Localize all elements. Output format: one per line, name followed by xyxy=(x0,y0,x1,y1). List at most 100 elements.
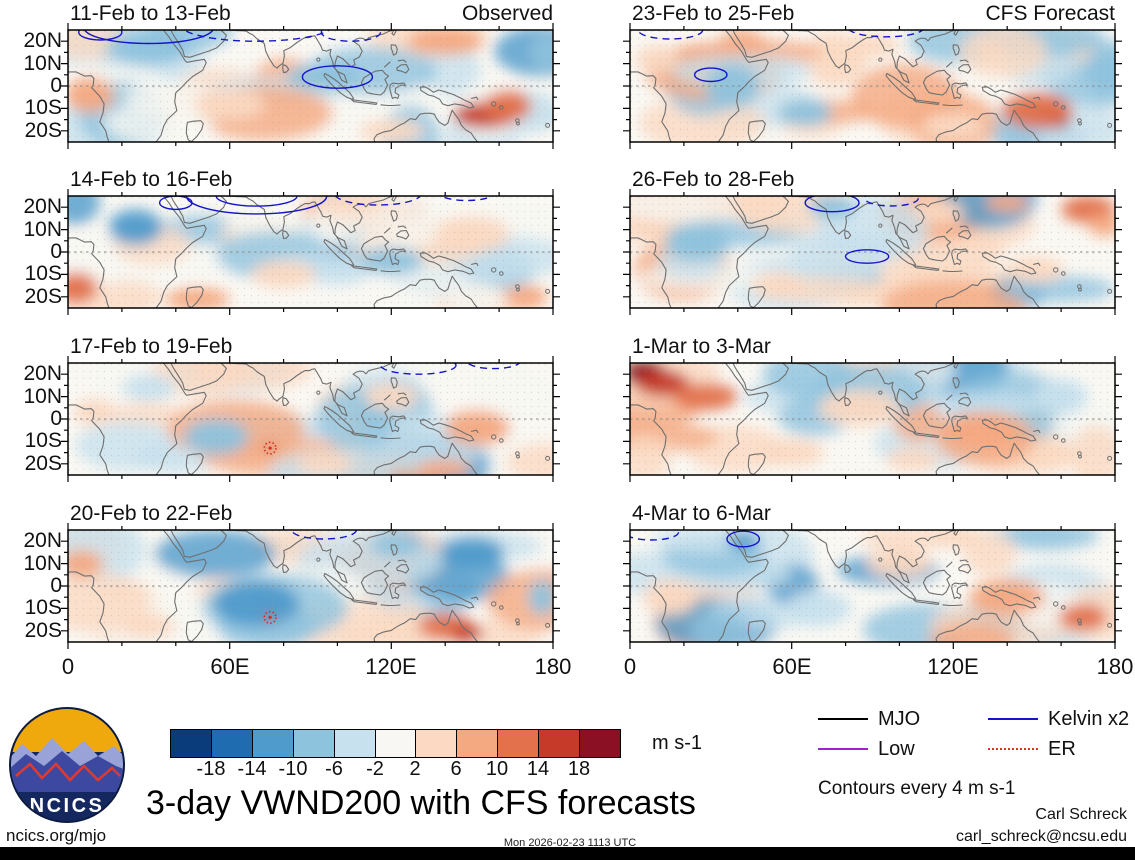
colorbar-tick-label: 10 xyxy=(485,758,509,780)
coastlines xyxy=(630,196,1041,308)
lat-tick-label: 0 xyxy=(50,574,62,597)
map-canvas xyxy=(623,356,1122,482)
legend-label: MJO xyxy=(878,708,921,730)
legend-label: ER xyxy=(1048,738,1076,760)
colorbar-tick-label: 18 xyxy=(567,758,591,780)
bottom-bar xyxy=(0,847,1135,860)
panel-frame xyxy=(67,362,554,476)
legend-label: Kelvin x2 xyxy=(1048,708,1130,730)
lon-tick-label: 180 xyxy=(534,654,572,679)
map-canvas xyxy=(61,356,560,482)
panel-title: 17-Feb to 19-Feb xyxy=(70,335,233,358)
lat-tick-label: 20S xyxy=(24,619,62,642)
axis-ticks xyxy=(61,189,560,315)
lat-tick-label: 0 xyxy=(50,74,62,97)
map-canvas xyxy=(61,23,560,149)
contours-note: Contours every 4 m s-1 xyxy=(818,778,1016,799)
panel-frame xyxy=(629,195,1116,309)
logo-red-zigzag xyxy=(15,762,121,782)
colorbar-cell xyxy=(334,730,376,757)
lat-tick-label: 20S xyxy=(24,119,62,142)
logo-sky xyxy=(11,709,123,752)
map-panel: 14-Feb to 16-Feb 20N 10N 0 10S 20S xyxy=(23,168,560,315)
colorbar-cell xyxy=(252,730,294,757)
colorbar-cell xyxy=(498,730,540,757)
colorbar-cell xyxy=(171,730,212,757)
panel-title: 20-Feb to 22-Feb xyxy=(70,502,233,525)
panel-title: 1-Mar to 3-Mar xyxy=(632,335,771,358)
colorbar-cell xyxy=(580,730,620,757)
timestamp: Mon 2026-02-23 1113 UTC xyxy=(503,837,637,849)
lat-tick-label: 20S xyxy=(24,452,62,475)
panel-title: 14-Feb to 16-Feb xyxy=(70,168,233,191)
axis-ticks xyxy=(623,23,1122,149)
legend-line-sample xyxy=(988,748,1038,750)
axis-ticks xyxy=(61,356,560,482)
map-canvas xyxy=(623,189,1122,315)
colorbar xyxy=(170,729,621,758)
map-panel: 26-Feb to 28-Feb xyxy=(623,168,1122,315)
colorbar-tick-label: -10 xyxy=(278,758,308,780)
legend-line-sample xyxy=(818,718,868,720)
lat-tick-label: 20S xyxy=(24,285,62,308)
wave-contours xyxy=(630,530,761,548)
axis-ticks xyxy=(623,189,1122,315)
map-panel: 1-Mar to 3-Mar xyxy=(623,335,1122,482)
map-canvas xyxy=(61,189,560,315)
colorbar-tick-label: -2 xyxy=(366,758,384,780)
panel-title: 26-Feb to 28-Feb xyxy=(632,168,795,191)
lon-tick-label: 180 xyxy=(1096,654,1134,679)
map-panel: 23-Feb to 25-Feb CFS Forecast xyxy=(623,2,1122,149)
map-panel: 11-Feb to 13-Feb Observed 20N 10N 0 10S 20S xyxy=(23,2,560,149)
map-canvas xyxy=(623,23,1122,149)
map-panel: 4-Mar to 6-Mar 0 60E 120E 180 xyxy=(623,502,1133,679)
colorbar-cell xyxy=(211,730,253,757)
panel-frame xyxy=(629,29,1116,143)
lat-tick-label: 0 xyxy=(50,407,62,430)
main-title: 3-day VWND200 with CFS forecasts xyxy=(146,784,696,822)
panel-frame xyxy=(629,529,1116,643)
legend-line-sample xyxy=(818,748,868,750)
wave-contours xyxy=(78,30,382,89)
colorbar-tick-label: -14 xyxy=(237,758,267,780)
panel-title: 23-Feb to 25-Feb xyxy=(632,2,795,25)
legend-label: Low xyxy=(878,738,915,760)
lat-tick-label: 20N xyxy=(23,29,62,52)
lat-tick-label: 10N xyxy=(23,218,62,241)
coastlines xyxy=(630,30,1041,142)
lon-tick-label: 120E xyxy=(927,654,979,679)
panel-frame xyxy=(67,29,554,143)
map-canvas xyxy=(61,523,560,649)
axis-ticks xyxy=(61,23,560,149)
colorbar-tick-label: 14 xyxy=(526,758,550,780)
map-canvas xyxy=(623,523,1122,649)
panel-frame xyxy=(67,529,554,643)
coastlines xyxy=(68,30,479,142)
coastlines xyxy=(630,530,1041,642)
lat-tick-label: 10N xyxy=(23,385,62,408)
lat-tick-label: 10N xyxy=(23,52,62,75)
logo-text: NCICS xyxy=(30,795,105,817)
panel-frame xyxy=(67,195,554,309)
colorbar-cell xyxy=(457,730,499,757)
colorbar-cell xyxy=(375,730,417,757)
lat-tick-label: 10N xyxy=(23,552,62,575)
lat-tick-label: 20N xyxy=(23,529,62,552)
site-url: ncics.org/mjo xyxy=(6,826,107,845)
colorbar-cell xyxy=(293,730,335,757)
observed-label: Observed xyxy=(461,2,553,25)
lon-tick-label: 60E xyxy=(210,654,250,679)
wave-contours xyxy=(263,530,357,624)
panel-title: 11-Feb to 13-Feb xyxy=(70,2,231,25)
wave-contours xyxy=(158,196,494,215)
lat-tick-label: 20N xyxy=(23,362,62,385)
axis-ticks xyxy=(623,523,1122,649)
colorbar-tick-label: 6 xyxy=(450,758,462,780)
map-panel: 17-Feb to 19-Feb 20N 10N 0 10S 20S xyxy=(23,335,560,482)
wave-contours xyxy=(637,30,924,83)
cfs-forecast-label: CFS Forecast xyxy=(985,2,1115,25)
author-email: carl_schreck@ncsu.edu xyxy=(956,828,1127,845)
author-name: Carl Schreck xyxy=(1035,806,1127,823)
colorbar-cell xyxy=(416,730,458,757)
